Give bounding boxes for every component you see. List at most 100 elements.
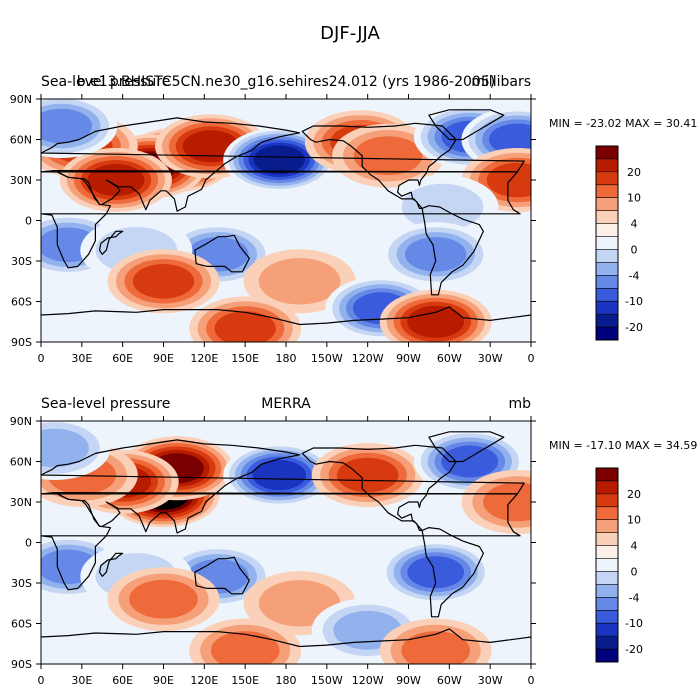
colorbar-box bbox=[596, 210, 618, 224]
axis-ticks: 0 30E 60E 90E 120E 150E 180 150W 120W 90W 60W 30W 09… bbox=[10, 415, 536, 687]
lon-tick-label: 30W bbox=[478, 674, 503, 687]
lon-tick-label: 150E bbox=[231, 674, 259, 687]
colorbar: 20 10 4 0 -4 -10 -20 bbox=[595, 467, 643, 663]
lon-tick-label: 60E bbox=[112, 674, 133, 687]
colorbar-label: 0 bbox=[631, 566, 638, 579]
colorbar-box bbox=[596, 301, 618, 315]
colorbar-box bbox=[596, 314, 618, 328]
field-contour bbox=[214, 311, 276, 342]
field-contour bbox=[483, 482, 531, 522]
lon-tick-label: 60W bbox=[437, 674, 462, 687]
colorbar-box bbox=[596, 571, 618, 585]
panel-left-title: Sea-level pressure bbox=[41, 74, 170, 90]
colorbar-box bbox=[596, 275, 618, 289]
colorbar-box bbox=[596, 584, 618, 598]
colorbar-box bbox=[596, 158, 618, 173]
lon-tick-label: 30W bbox=[478, 352, 503, 365]
lon-tick-label: 120E bbox=[190, 674, 218, 687]
lon-tick-label: 90E bbox=[153, 674, 174, 687]
colorbar-box bbox=[596, 468, 618, 482]
panel-min-max: MIN = -23.02 MAX = 30.41 bbox=[549, 117, 697, 130]
lon-tick-label: 90E bbox=[153, 352, 174, 365]
colorbar-box bbox=[596, 649, 618, 663]
colorbar-label: 20 bbox=[627, 488, 641, 501]
lon-tick-label: 150E bbox=[231, 352, 259, 365]
field-contour bbox=[252, 459, 306, 491]
colorbar-box bbox=[596, 610, 618, 624]
lon-tick-label: 180 bbox=[276, 674, 297, 687]
panel-merra: Sea-level pressure MERRA mb MIN = -17.10… bbox=[10, 396, 698, 687]
field-contour bbox=[407, 305, 465, 338]
field-contour bbox=[337, 457, 399, 493]
colorbar-label: -10 bbox=[625, 617, 643, 630]
colorbar-label: -10 bbox=[625, 295, 643, 308]
field-contour bbox=[405, 237, 467, 272]
colorbar-box bbox=[596, 327, 618, 341]
colorbar-label: -4 bbox=[629, 591, 640, 604]
colorbar-box bbox=[596, 249, 618, 263]
lon-tick-label: 150W bbox=[311, 674, 343, 687]
lat-tick-label: 30N bbox=[10, 496, 32, 509]
lat-tick-label: 0 bbox=[25, 215, 32, 228]
colorbar-label: 0 bbox=[631, 244, 638, 257]
colorbar-frame bbox=[595, 145, 619, 341]
lat-tick-label: 90N bbox=[10, 93, 32, 106]
coastline bbox=[428, 109, 505, 141]
lon-tick-label: 120W bbox=[352, 674, 384, 687]
colorbar-box bbox=[596, 558, 618, 572]
coastline bbox=[428, 431, 505, 463]
axis-ticks: 0 30E 60E 90E 120E 150E 180 150W 120W 90W 60W 30W 09… bbox=[10, 93, 536, 365]
lat-tick-label: 60N bbox=[10, 134, 32, 147]
lat-tick-label: 30N bbox=[10, 174, 32, 187]
field-contour bbox=[41, 108, 93, 144]
colorbar-box bbox=[596, 262, 618, 276]
panel-center-title: MERRA bbox=[261, 396, 311, 412]
lon-tick-label: 60E bbox=[112, 352, 133, 365]
lon-tick-label: 120E bbox=[190, 352, 218, 365]
lat-tick-label: 60N bbox=[10, 456, 32, 469]
field-contour bbox=[489, 123, 531, 156]
coastline-antarctica bbox=[41, 306, 531, 326]
colorbar-label: 4 bbox=[631, 218, 638, 231]
colorbar-box bbox=[596, 597, 618, 611]
colorbar-box bbox=[596, 480, 618, 495]
colorbar-box bbox=[596, 236, 618, 250]
lon-tick-label: 180 bbox=[276, 352, 297, 365]
panel-min-max: MIN = -17.10 MAX = 34.59 bbox=[549, 439, 697, 452]
colorbar-box bbox=[596, 532, 618, 546]
lon-tick-label: 120W bbox=[352, 352, 384, 365]
coastline bbox=[194, 556, 250, 595]
lat-tick-label: 30S bbox=[11, 577, 32, 590]
lat-tick-label: 30S bbox=[11, 255, 32, 268]
colorbar-box bbox=[596, 288, 618, 302]
coastline bbox=[301, 444, 457, 531]
field-contour bbox=[253, 145, 305, 175]
panel-left-title: Sea-level pressure bbox=[41, 396, 170, 412]
panel-units: mb bbox=[508, 396, 531, 412]
colorbar-box bbox=[596, 493, 618, 508]
lat-tick-label: 90N bbox=[10, 415, 32, 428]
lon-tick-label: 90W bbox=[396, 674, 421, 687]
colorbar-label: -20 bbox=[625, 643, 643, 656]
colorbar-box bbox=[596, 623, 618, 637]
field-contour bbox=[129, 579, 198, 619]
lat-tick-label: 90S bbox=[11, 658, 32, 671]
field-contour bbox=[258, 258, 341, 305]
colorbar-label: 20 bbox=[627, 166, 641, 179]
colorbar-label: 10 bbox=[627, 514, 641, 527]
colorbar-label: 10 bbox=[627, 192, 641, 205]
field-contour bbox=[441, 445, 499, 478]
lon-tick-label: 90W bbox=[396, 352, 421, 365]
colorbar-box bbox=[596, 519, 618, 534]
lat-tick-label: 0 bbox=[25, 537, 32, 550]
colorbar-box bbox=[596, 146, 618, 160]
colorbar-label: -4 bbox=[629, 269, 640, 282]
panel-center-title: b.e13.BHISTC5CN.ne30_g16.sehires24.012 (… bbox=[77, 74, 495, 90]
coastline bbox=[98, 552, 124, 577]
colorbar-box bbox=[596, 636, 618, 650]
colorbar: 20 10 4 0 -4 -10 -20 bbox=[595, 145, 643, 341]
lon-tick-label: 150W bbox=[311, 352, 343, 365]
coastline-antarctica bbox=[41, 628, 531, 648]
field-contour bbox=[132, 264, 195, 299]
